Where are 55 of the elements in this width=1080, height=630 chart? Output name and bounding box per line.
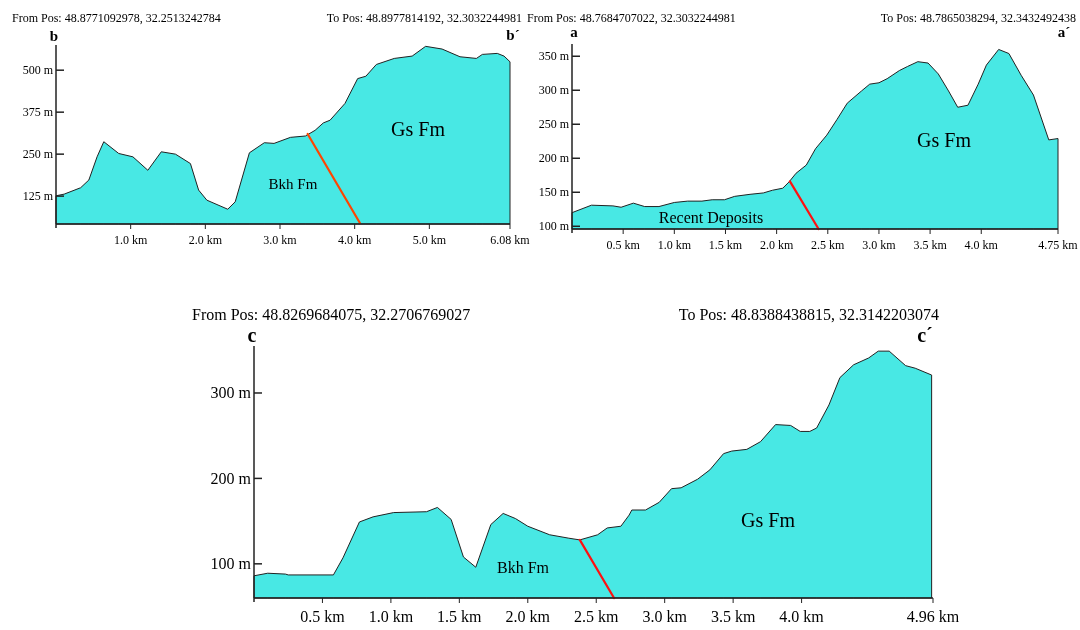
annotation: Bkh Fm xyxy=(496,558,550,576)
y-tick-label: 125 m xyxy=(22,189,54,204)
annotation: Recent Deposits xyxy=(658,208,764,227)
x-tick-label: 2.0 km xyxy=(505,608,551,625)
annotation: c´ xyxy=(917,324,933,346)
chart-title: From Pos: 48.8269684075, 32.2706769027 xyxy=(192,306,471,323)
y-tick-label: 300 m xyxy=(210,384,252,402)
text: b xyxy=(49,28,59,44)
x-tick-label: 2.0 km xyxy=(188,233,223,247)
x-tick-label: 1.0 km xyxy=(368,608,414,625)
x-tick-label: 3.0 km xyxy=(642,608,688,625)
x-tick-label: 4.75 km xyxy=(1038,238,1079,252)
annotation: Gs Fm xyxy=(391,118,446,140)
x-tick-label: 4.0 km xyxy=(779,608,825,625)
x-tick-label: 1.0 km xyxy=(657,238,692,252)
chart-subtitle: To Pos: 48.8388438815, 32.3142203074 xyxy=(678,306,939,323)
annotation: Gs Fm xyxy=(917,129,972,151)
chart-title: From Pos: 48.8771092978, 32.2513242784 xyxy=(12,11,221,25)
x-tick-label: 4.96 km xyxy=(906,608,960,625)
y-tick-label: 100 m xyxy=(538,219,570,234)
x-tick-label: 6.08 km xyxy=(490,233,531,247)
x-tick-label: 4.0 km xyxy=(338,233,373,247)
annotation: Bkh Fm xyxy=(268,176,318,192)
y-tick-label: 200 m xyxy=(538,151,570,166)
x-tick-label: 3.0 km xyxy=(862,238,897,252)
text: a xyxy=(570,24,579,40)
x-tick-label: 5.0 km xyxy=(412,233,447,247)
x-tick-label: 0.5 km xyxy=(300,608,346,625)
x-tick-label: 3.5 km xyxy=(710,608,756,625)
annotation: Gs Fm xyxy=(741,509,796,531)
y-tick-label: 500 m xyxy=(22,63,54,78)
chart-title: From Pos: 48.7684707022, 32.3032244981 xyxy=(527,11,736,25)
x-tick-label: 3.5 km xyxy=(913,238,948,252)
y-tick-label: 250 m xyxy=(22,147,54,162)
x-tick-label: 4.0 km xyxy=(964,238,999,252)
chart-subtitle: To Pos: 48.7865038294, 32.3432492438 xyxy=(880,11,1076,25)
x-tick-label: 2.5 km xyxy=(811,238,846,252)
text: b´ xyxy=(506,27,520,43)
x-tick-label: 2.5 km xyxy=(574,608,620,625)
x-tick-label: 1.5 km xyxy=(708,238,743,252)
chart-subtitle: To Pos: 48.8977814192, 32.3032244981 xyxy=(326,11,522,25)
y-tick-label: 200 m xyxy=(210,469,252,487)
x-tick-label: 3.0 km xyxy=(263,233,298,247)
y-tick-label: 100 m xyxy=(210,555,252,573)
x-tick-label: 1.5 km xyxy=(437,608,483,625)
x-tick-label: 0.5 km xyxy=(606,238,641,252)
y-tick-label: 375 m xyxy=(22,105,54,120)
y-tick-label: 250 m xyxy=(538,117,570,132)
y-tick-label: 150 m xyxy=(538,185,570,200)
annotation: c xyxy=(247,324,257,346)
y-tick-label: 350 m xyxy=(538,49,570,64)
x-tick-label: 1.0 km xyxy=(114,233,148,247)
text: a´ xyxy=(1057,24,1071,40)
x-tick-label: 2.0 km xyxy=(759,238,794,252)
y-tick-label: 300 m xyxy=(538,83,570,98)
